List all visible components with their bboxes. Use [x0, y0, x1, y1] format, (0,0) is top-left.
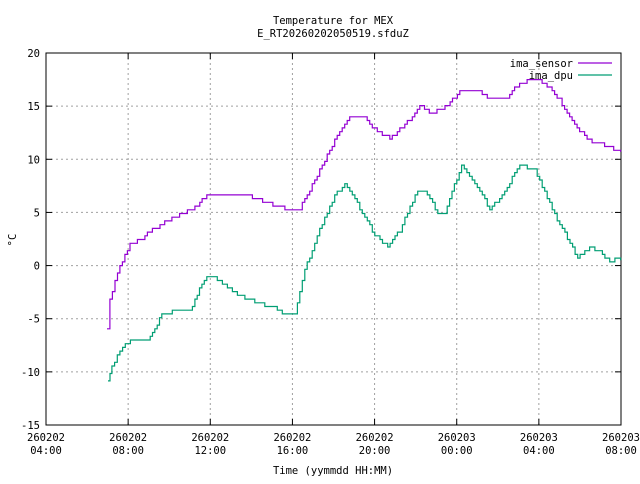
x-tick-time: 08:00 — [112, 445, 144, 457]
plot-border — [46, 53, 621, 425]
x-tick-time: 16:00 — [277, 445, 309, 457]
chart-subtitle: E_RT20260202050519.sfduZ — [257, 28, 409, 40]
x-tick-time: 12:00 — [194, 445, 226, 457]
y-tick-label: 10 — [27, 154, 40, 166]
x-tick-date: 260202 — [273, 432, 311, 444]
y-tick-label: -5 — [27, 314, 40, 326]
y-tick-label: -10 — [21, 367, 40, 379]
grid — [46, 53, 621, 425]
x-tick-time: 08:00 — [605, 445, 637, 457]
y-tick-label: -15 — [21, 420, 40, 432]
x-tick-date: 260203 — [520, 432, 558, 444]
x-tick-time: 20:00 — [359, 445, 391, 457]
x-tick-time: 04:00 — [523, 445, 555, 457]
x-axis-label: Time (yymmdd HH:MM) — [273, 465, 393, 477]
legend-label: ima_dpu — [529, 70, 573, 82]
series-line-ima-sensor — [107, 80, 621, 329]
y-tick-label: 0 — [34, 261, 40, 273]
series-line-ima-dpu — [108, 165, 621, 381]
x-tick-time: 04:00 — [30, 445, 62, 457]
x-tick-date: 260202 — [191, 432, 229, 444]
y-tick-label: 20 — [27, 48, 40, 60]
legend-label: ima_sensor — [510, 58, 573, 70]
axis-ticks: -15-10-50510152026020204:0026020208:0026… — [21, 48, 640, 457]
chart-title: Temperature for MEX — [273, 15, 394, 27]
x-tick-date: 260203 — [602, 432, 640, 444]
x-tick-date: 260202 — [27, 432, 65, 444]
y-tick-label: 5 — [34, 207, 40, 219]
x-tick-time: 00:00 — [441, 445, 473, 457]
x-tick-date: 260202 — [109, 432, 147, 444]
x-tick-date: 260202 — [356, 432, 394, 444]
y-axis-label: °C — [7, 234, 19, 247]
series-lines — [107, 78, 621, 380]
y-tick-label: 15 — [27, 101, 40, 113]
x-tick-date: 260203 — [438, 432, 476, 444]
